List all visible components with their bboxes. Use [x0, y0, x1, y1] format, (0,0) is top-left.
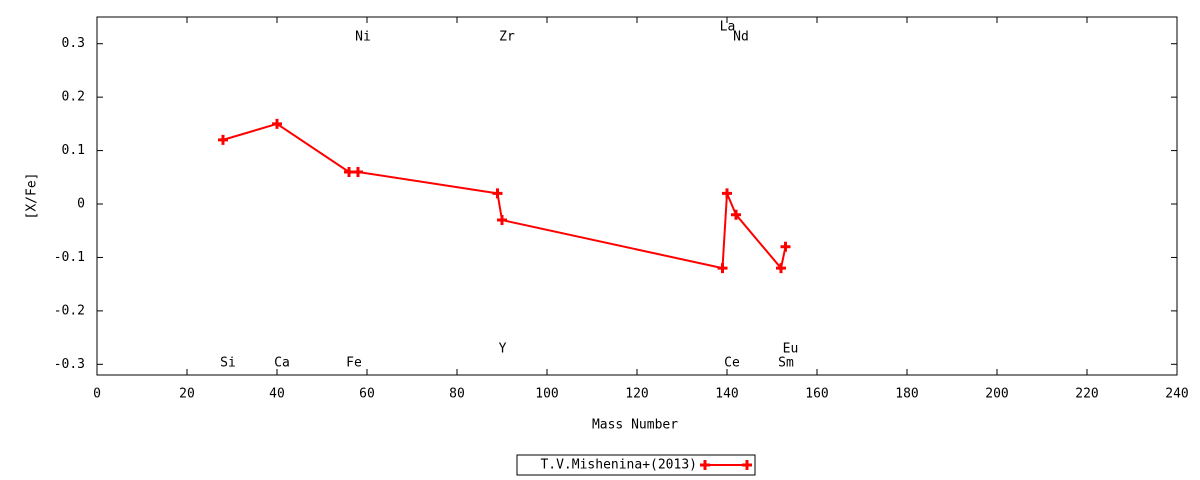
x-tick-label: 220	[1075, 387, 1098, 402]
point-label: Ce	[724, 356, 740, 371]
y-tick-label: -0.3	[54, 357, 85, 372]
x-tick-label: 180	[895, 387, 918, 402]
x-tick-label: 0	[93, 387, 101, 402]
point	[353, 166, 363, 177]
point-label: Zr	[499, 30, 515, 45]
point	[776, 263, 786, 274]
point-label: La	[720, 20, 736, 35]
x-axis-label: Mass Number	[592, 418, 678, 433]
point-label: Fe	[346, 356, 362, 371]
y-tick-label: 0.3	[62, 36, 85, 51]
y-axis-label: [X/Fe]	[25, 173, 40, 220]
point	[780, 241, 791, 252]
x-tick-label: 60	[359, 387, 375, 402]
point	[731, 209, 741, 220]
x-tick-label: 120	[625, 387, 648, 402]
point	[722, 188, 732, 199]
x-tick-label: 100	[535, 387, 558, 402]
y-tick-label: -0.2	[54, 303, 85, 318]
point-label: Y	[499, 342, 507, 357]
x-tick-label: 240	[1165, 387, 1188, 402]
point	[492, 188, 503, 199]
x-tick-label: 140	[715, 387, 738, 402]
series-line	[222, 122, 787, 271]
legend-marker	[700, 460, 710, 470]
point	[497, 215, 507, 226]
point-label: Si	[220, 356, 236, 371]
point	[717, 263, 728, 274]
y-tick-label: 0.1	[62, 143, 85, 158]
point-label: Ni	[355, 30, 371, 45]
legend-box	[516, 454, 756, 476]
legend-marker	[742, 460, 752, 470]
point	[218, 134, 228, 145]
x-tick-label: 40	[269, 387, 285, 402]
y-tick-label: -0.1	[54, 250, 85, 265]
point-label: Eu	[783, 342, 799, 357]
x-tick-label: 80	[449, 387, 465, 402]
point-label: Nd	[733, 30, 749, 45]
point	[272, 118, 282, 129]
legend-label: T.V.Mishenina+(2013)	[540, 458, 697, 473]
point	[344, 166, 354, 177]
y-tick-label: 0.2	[62, 90, 85, 105]
plot-frame	[96, 16, 1178, 376]
point-label: Sm	[778, 356, 794, 371]
x-tick-label: 20	[179, 387, 195, 402]
x-tick-label: 160	[805, 387, 828, 402]
point-label: Ca	[274, 356, 290, 371]
y-tick-label: 0	[77, 197, 85, 212]
x-tick-label: 200	[985, 387, 1008, 402]
